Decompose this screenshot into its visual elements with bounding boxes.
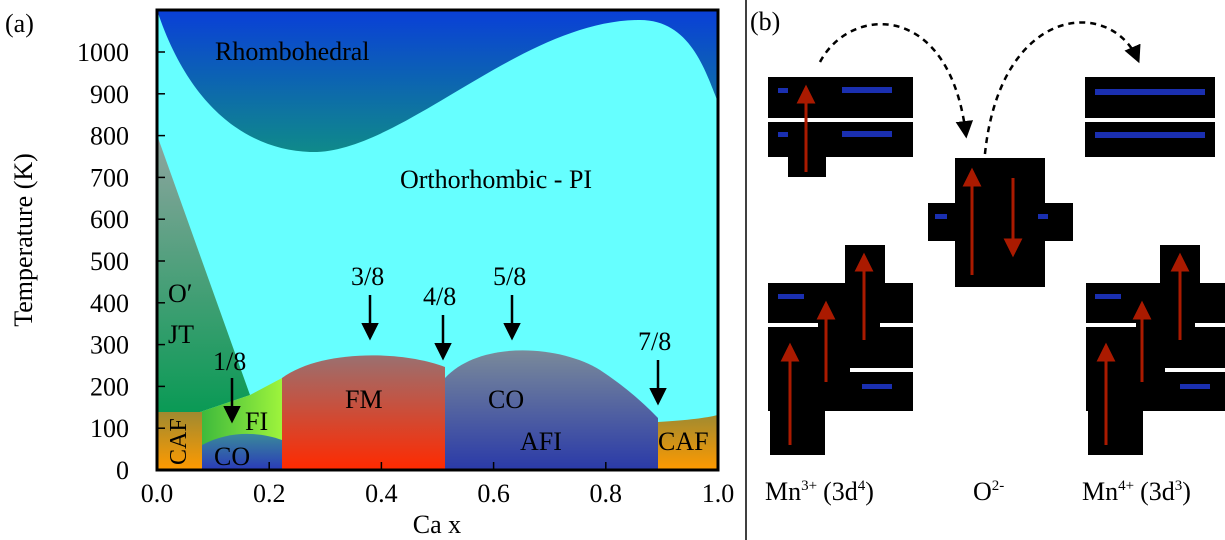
ion-label: Mn3+(3d4) bbox=[765, 477, 874, 506]
charge: 3+ bbox=[801, 478, 817, 494]
region-label: CO bbox=[214, 442, 250, 471]
region-label: AFI bbox=[520, 427, 562, 456]
panel-label: (b) bbox=[750, 7, 780, 36]
level bbox=[935, 214, 947, 219]
electrons: 3 bbox=[1175, 478, 1183, 494]
y-tick-label: 300 bbox=[90, 331, 129, 360]
y-tick-label: 100 bbox=[90, 414, 129, 443]
element: Mn bbox=[1082, 477, 1118, 506]
charge: 2- bbox=[992, 478, 1005, 494]
level bbox=[862, 384, 892, 389]
gap bbox=[1086, 323, 1136, 327]
region-label: Rhombohedral bbox=[215, 37, 370, 66]
y-tick-label: 600 bbox=[90, 205, 129, 234]
level bbox=[778, 88, 788, 93]
y-tick-label: 800 bbox=[90, 122, 129, 151]
y-tick-label: 700 bbox=[90, 163, 129, 192]
block bbox=[1088, 283, 1143, 455]
level bbox=[1038, 214, 1048, 219]
charge: 4+ bbox=[1118, 478, 1134, 494]
level bbox=[1095, 132, 1205, 138]
x-tick-label: 0.4 bbox=[365, 479, 398, 508]
region-label: CAF bbox=[166, 418, 192, 465]
panel-b: (b) bbox=[750, 7, 1225, 506]
config: (3d bbox=[1140, 477, 1175, 506]
region-label: O′ bbox=[168, 279, 192, 308]
fraction-label: 1/8 bbox=[213, 347, 246, 376]
ion-label: Mn4+ (3d3) bbox=[1082, 477, 1191, 506]
level bbox=[1095, 89, 1205, 95]
x-tick-label: 1.0 bbox=[702, 479, 735, 508]
panel-label: (a) bbox=[5, 9, 34, 38]
gap bbox=[1085, 118, 1215, 122]
level bbox=[778, 132, 788, 137]
x-axis-label: Ca x bbox=[413, 510, 461, 539]
level bbox=[842, 87, 892, 93]
gap bbox=[850, 368, 913, 372]
region-label: CO bbox=[488, 385, 524, 414]
y-tick-label: 1000 bbox=[77, 38, 129, 67]
bracket: ) bbox=[1182, 477, 1191, 506]
region-label: FI bbox=[245, 407, 268, 436]
x-tick-label: 0.2 bbox=[253, 479, 286, 508]
fraction-label: 7/8 bbox=[638, 327, 671, 356]
bracket: ) bbox=[865, 477, 874, 506]
y-tick-label: 0 bbox=[116, 456, 129, 485]
y-tick-label: 900 bbox=[90, 80, 129, 109]
gap bbox=[768, 118, 913, 122]
level bbox=[778, 294, 804, 299]
level bbox=[842, 131, 892, 137]
block bbox=[770, 283, 825, 455]
gap bbox=[1195, 323, 1225, 327]
element: Mn bbox=[765, 477, 801, 506]
region-label: FM bbox=[345, 385, 383, 414]
y-axis-label: Temperature (K) bbox=[9, 153, 38, 327]
figure: 0.0 0.2 0.4 0.6 0.8 1.0 0 100 200 300 400 500 600 700… bbox=[0, 0, 1225, 540]
x-tick-label: 0.0 bbox=[141, 479, 174, 508]
level bbox=[1095, 294, 1121, 299]
element: O bbox=[973, 477, 992, 506]
x-tick-label: 0.6 bbox=[477, 479, 510, 508]
phase-regions bbox=[157, 10, 718, 470]
clipped-label: CAF bbox=[658, 427, 709, 456]
gap bbox=[880, 323, 913, 327]
fraction-label: 4/8 bbox=[423, 282, 456, 311]
panel-a: 0.0 0.2 0.4 0.6 0.8 1.0 0 100 200 300 400 500 600 700… bbox=[5, 9, 734, 539]
fraction-label: 5/8 bbox=[493, 262, 526, 291]
x-tick-label: 0.8 bbox=[590, 479, 623, 508]
region-label: JT bbox=[168, 320, 194, 349]
region-label: Orthorhombic - PI bbox=[400, 165, 592, 194]
level bbox=[1180, 384, 1210, 389]
gap bbox=[1165, 368, 1225, 372]
y-tick-label: 200 bbox=[90, 372, 129, 401]
gap bbox=[768, 323, 818, 327]
ion-label: O2- bbox=[973, 477, 1004, 506]
config: (3d bbox=[823, 477, 858, 506]
y-tick-label: 400 bbox=[90, 289, 129, 318]
fraction-label: 3/8 bbox=[351, 262, 384, 291]
y-tick-label: 500 bbox=[90, 247, 129, 276]
region-label: CAF bbox=[658, 427, 709, 456]
